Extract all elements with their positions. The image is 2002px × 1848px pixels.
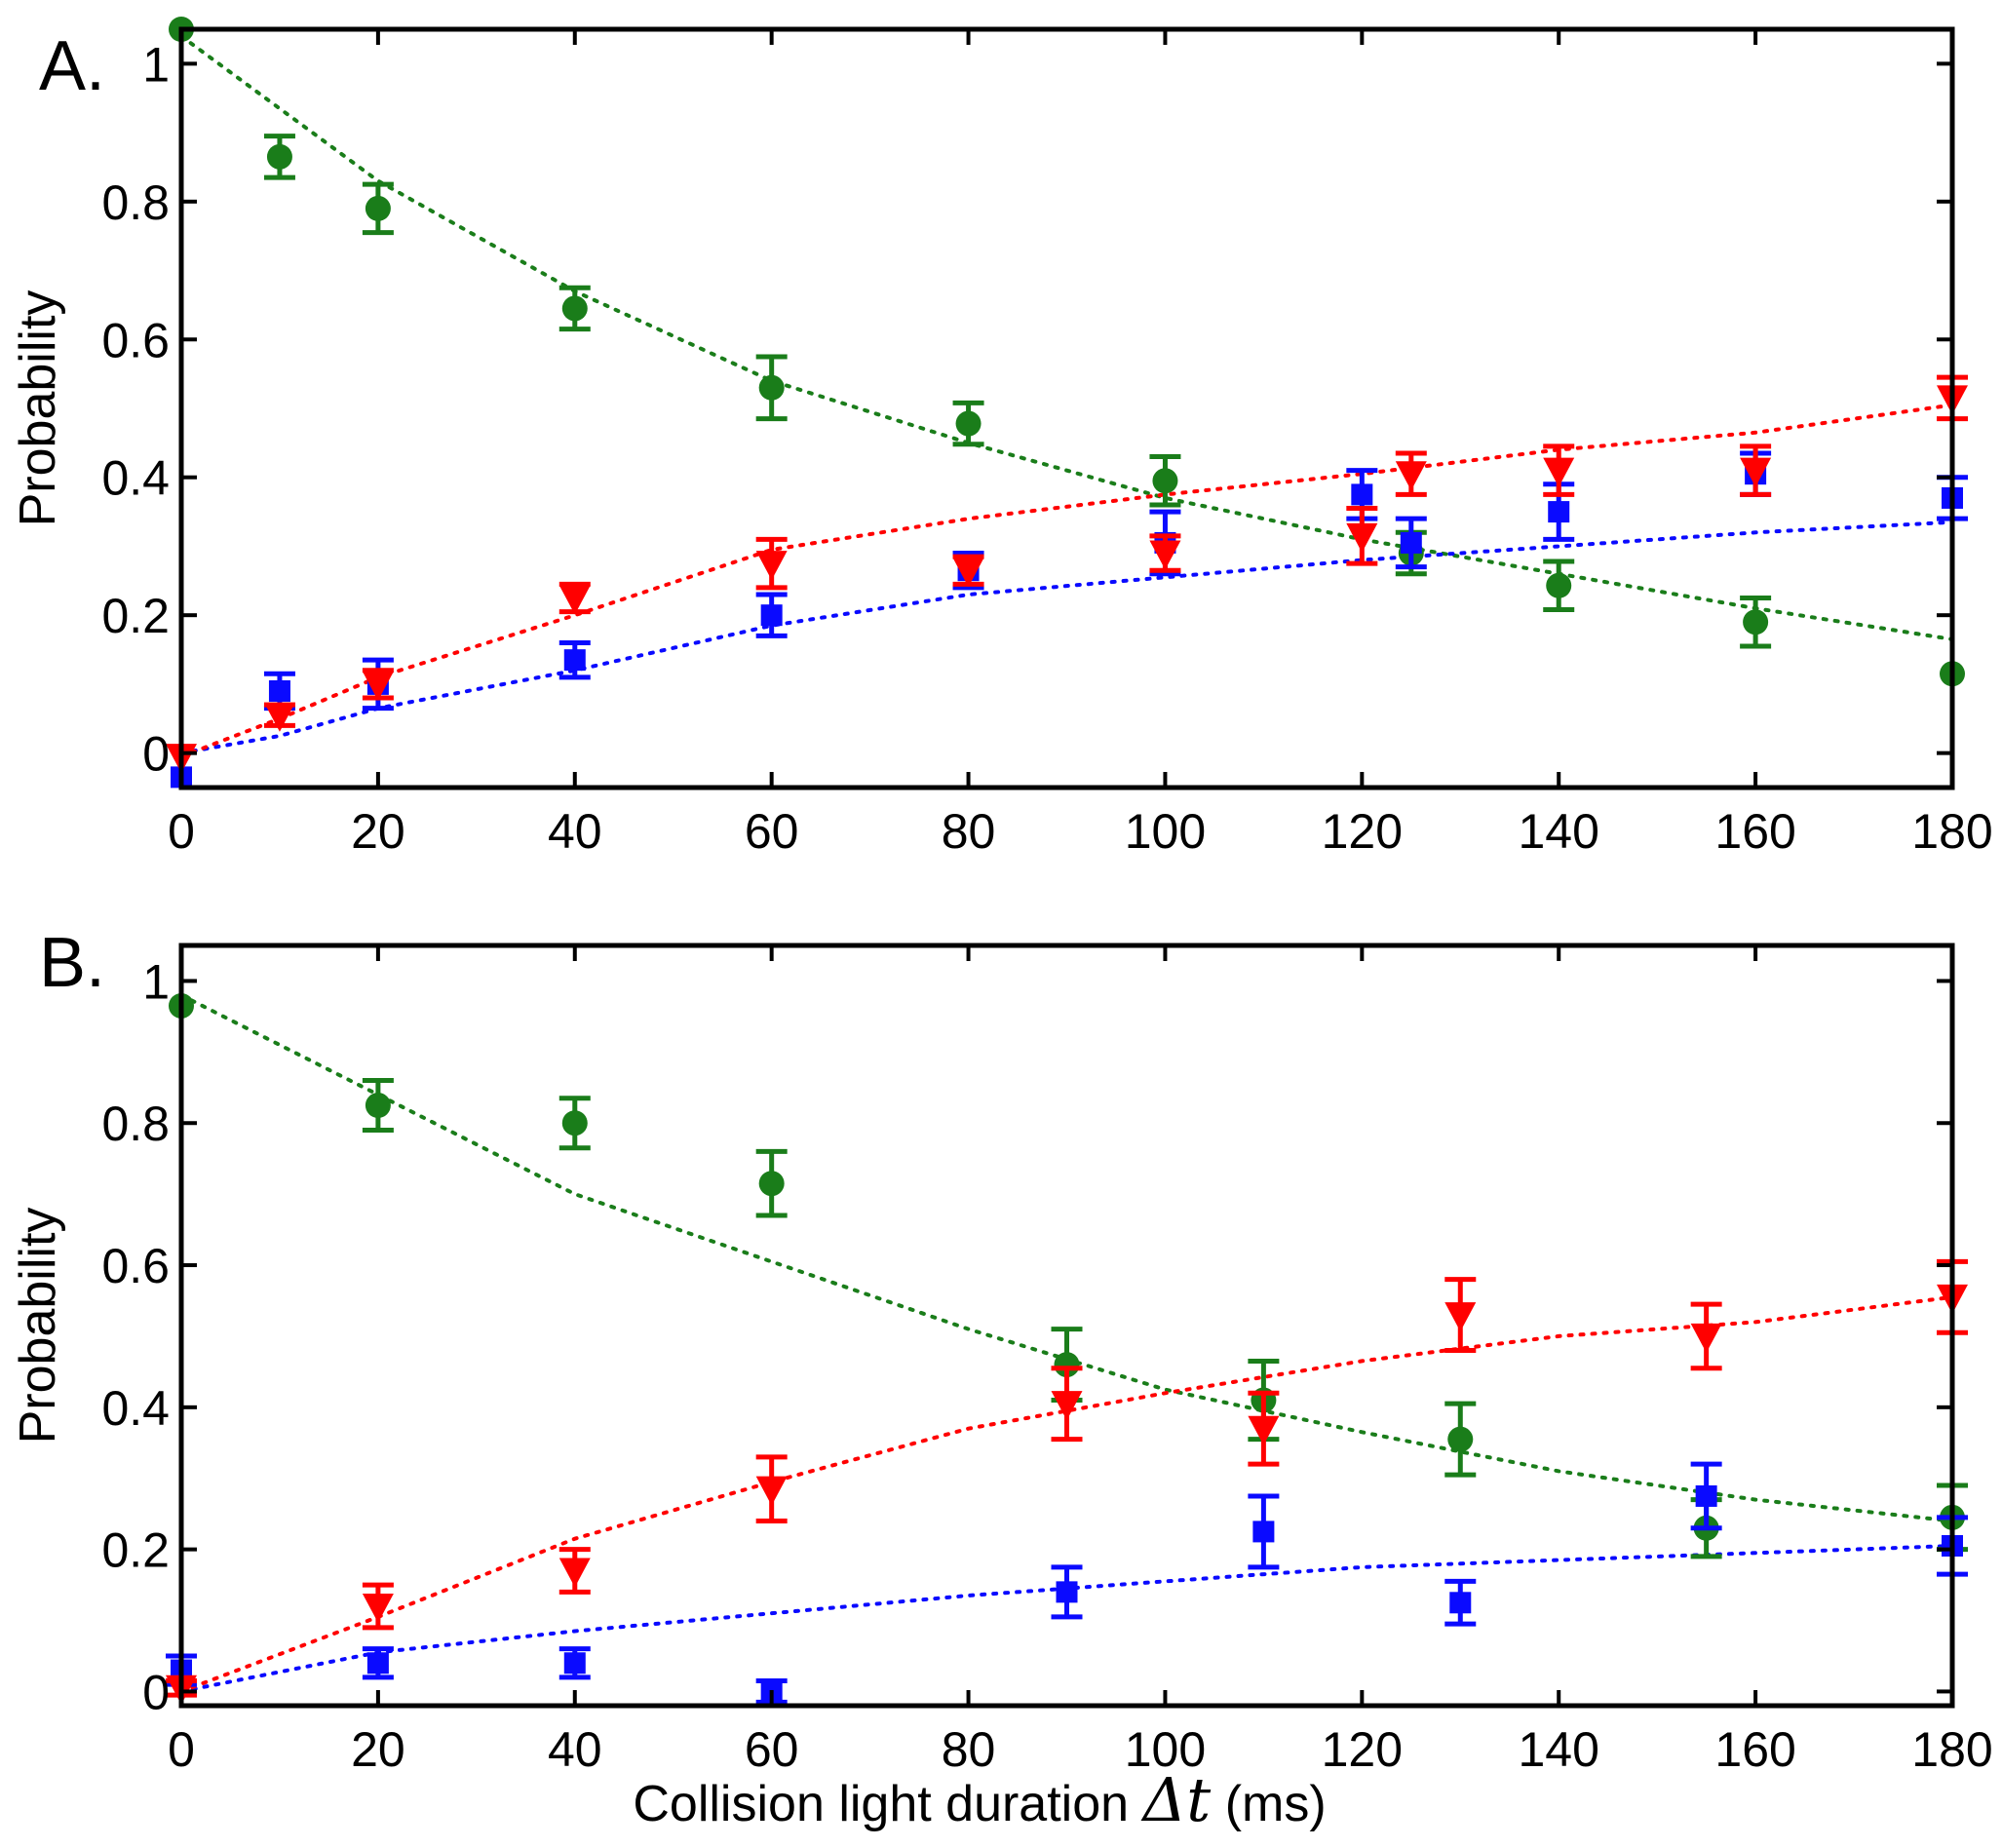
plot-frame (178, 943, 1955, 1709)
data-point-square (1252, 1521, 1275, 1543)
x-tick-label: 160 (1714, 804, 1795, 859)
x-tick-label: 100 (1125, 804, 1206, 859)
x-tick-label: 80 (942, 804, 996, 859)
data-point-circle (758, 374, 785, 401)
y-tick-label: 0.4 (101, 1381, 170, 1436)
y-tick-label: 0.4 (101, 451, 170, 506)
data-point-square (1695, 1484, 1717, 1507)
data-point-square (1056, 1581, 1078, 1603)
data-point-triangle (1740, 457, 1772, 487)
data-point-triangle (558, 1558, 591, 1588)
data-point-triangle (1690, 1323, 1722, 1353)
fit-curve-1 (179, 34, 1954, 641)
data-point-circle (758, 1171, 785, 1197)
data-point-triangle (952, 558, 984, 588)
data-point-square (1351, 483, 1373, 506)
data-point-circle (1546, 572, 1572, 598)
x-axis-title: Collision light duration Δt (ms) (633, 1764, 1326, 1835)
x-tick-label: 20 (351, 804, 405, 859)
panel-label: A. (39, 27, 105, 105)
data-point-triangle (1346, 522, 1378, 553)
x-tick-label: 160 (1714, 1722, 1795, 1777)
data-point-square (760, 604, 783, 627)
y-tick-label: 0.8 (101, 175, 170, 230)
x-tick-label: 40 (548, 804, 602, 859)
x-tick-label: 100 (1125, 1722, 1206, 1777)
data-point-triangle (755, 551, 788, 581)
data-point-circle (955, 410, 982, 437)
panel-b: 0 20 40 60 80 100 120 140 160 180 0 0.2 0.4 0.6 0.8 1 Pr… (10, 924, 1993, 1777)
plot-frame (178, 26, 1955, 790)
panel-a: 0 20 40 60 80 100 120 140 160 180 0 0.2 0.4 0.6 0.8 1 Pr… (10, 17, 1993, 859)
data-point-triangle (1051, 1391, 1083, 1421)
data-point-circle (561, 295, 588, 322)
data-point-triangle (362, 1593, 394, 1623)
data-point-square (1449, 1592, 1472, 1614)
data-point-triangle (263, 702, 295, 732)
data-point-square (366, 1652, 389, 1675)
data-point-triangle (558, 585, 591, 615)
y-axis-title: Probability (10, 290, 66, 527)
data-point-triangle (362, 671, 394, 701)
x-tick-label: 180 (1911, 804, 1992, 859)
x-tick-label: 60 (745, 804, 799, 859)
fit-curve-2 (179, 520, 1954, 755)
y-tick-label: 0.6 (101, 313, 170, 367)
data-point-square (1548, 501, 1570, 523)
data-point-circle (1152, 468, 1178, 494)
y-tick-label: 0 (142, 727, 170, 782)
x-tick-label: 140 (1519, 804, 1599, 859)
data-point-triangle (1149, 540, 1181, 570)
x-tick-label: 40 (548, 1722, 602, 1777)
y-axis-title: Probability (10, 1208, 66, 1444)
x-axis-title-unit: (ms) (1225, 1776, 1327, 1832)
data-point-triangle (1543, 457, 1575, 487)
data-point-square (563, 649, 586, 672)
data-point-square (563, 1652, 586, 1675)
y-tick-label: 1 (142, 954, 170, 1009)
y-tick-label: 1 (142, 37, 170, 92)
data-point-circle (1447, 1426, 1474, 1452)
y-tick-label: 0.8 (101, 1097, 170, 1151)
y-tick-label: 0.2 (101, 589, 170, 643)
y-tick-label: 0 (142, 1665, 170, 1719)
data-point-circle (365, 195, 391, 221)
y-tick-label: 0.6 (101, 1239, 170, 1293)
data-point-square (268, 679, 290, 702)
data-point-circle (266, 143, 292, 170)
x-axis-title-symbol: Δt (1141, 1764, 1212, 1835)
x-tick-label: 120 (1322, 804, 1403, 859)
x-axis-title-prefix: Collision light duration (633, 1776, 1129, 1832)
x-tick-label: 80 (942, 1722, 996, 1777)
fit-curve-1 (179, 993, 1954, 1523)
x-tick-label: 120 (1322, 1722, 1403, 1777)
data-point-circle (365, 1093, 391, 1119)
data-point-square (1400, 531, 1422, 554)
x-tick-label: 0 (168, 804, 195, 859)
fit-curve-3 (179, 1294, 1954, 1694)
data-point-triangle (1444, 1302, 1477, 1332)
x-tick-label: 20 (351, 1722, 405, 1777)
data-point-circle (561, 1110, 588, 1136)
y-tick-label: 0.2 (101, 1523, 170, 1578)
x-tick-label: 180 (1911, 1722, 1992, 1777)
data-point-triangle (755, 1476, 788, 1506)
x-tick-label: 60 (745, 1722, 799, 1777)
data-point-triangle (1395, 461, 1427, 491)
data-point-circle (1054, 1352, 1080, 1378)
data-point-circle (1743, 609, 1769, 635)
x-tick-label: 0 (168, 1722, 195, 1777)
fit-curve-3 (179, 403, 1954, 759)
data-point-triangle (1248, 1415, 1280, 1445)
x-tick-label: 140 (1519, 1722, 1599, 1777)
panel-label: B. (39, 924, 105, 1002)
